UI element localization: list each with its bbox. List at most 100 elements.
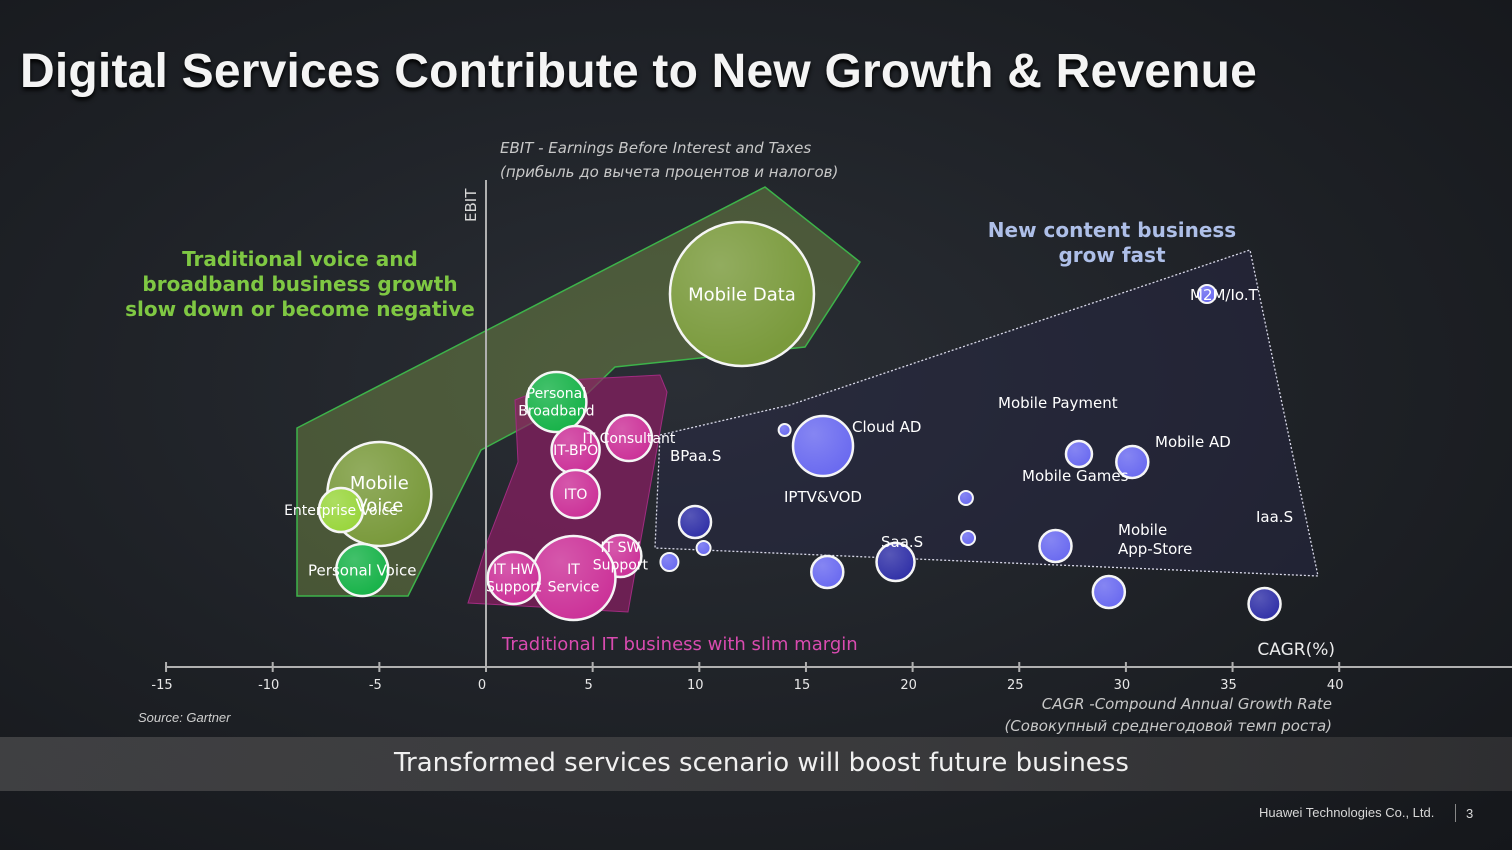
bubble-shine [318,488,363,532]
bubble-label-line: IT Consultant [582,431,675,447]
x-tick-label: 0 [478,678,486,693]
x-tick-label: 25 [1007,678,1024,693]
group-caption-line: grow fast [1058,243,1165,267]
group-caption-traditional-voice: Traditional voice and broadband business … [125,247,475,321]
bubble-label-line: Enterprise Voice [284,503,398,519]
bubble-shine [531,536,616,620]
cagr-note-line: (Совокупный среднегодовой темп роста) [1004,717,1332,735]
bubble-label-line: IT [567,562,580,578]
bubble-label-line: Personal Voice [308,561,416,579]
bubble-label: IT HW Support [486,562,542,596]
bubble-label: Saa.S [881,533,923,551]
bubble-shine [487,552,540,604]
bubble-label: Personal Voice [308,561,416,579]
bubble-label: Cloud AD [852,418,921,436]
cagr-note: CAGR -Compound Annual Growth Rate (Совоку… [1004,695,1332,735]
bubble-label-line: IT HW [493,562,535,578]
bubble-shine [1092,576,1125,608]
ebit-note-line: (прибыль до вычета процентов и налогов) [500,163,838,181]
bubble-label: Mobile AD [1155,433,1231,451]
bubble-label: IT Service [548,562,600,596]
x-tick-label: -15 [151,678,172,693]
bubble-shine [526,372,587,432]
page-title: Digital Services Contribute to New Growt… [20,45,1258,98]
bubble-label-line: Voice [355,496,403,517]
footer-band [0,737,1512,791]
x-tick-label: 5 [585,678,593,693]
bubble-shine [1065,441,1092,467]
group-caption-line: broadband business growth [142,272,457,296]
bubble-label-line: Mobile Payment [998,394,1118,412]
footer-tagline: Transformed services scenario will boost… [394,748,1129,778]
group-caption-line: Traditional voice and [182,247,418,271]
x-tick-label: 20 [900,678,917,693]
bubble-label-line: BPaa.S [670,447,721,465]
bubble-shine [696,541,711,555]
bubble-label-line: Broadband [518,404,594,420]
bubble-label-line: Personal [527,386,587,402]
bubble-label: ITO [564,487,588,503]
x-tick-label: 30 [1114,678,1131,693]
bubble-label-line: Iaa.S [1256,508,1293,526]
bubble-label-line: Saa.S [881,533,923,551]
ebit-note: EBIT - Earnings Before Interest and Taxe… [500,139,838,181]
bubble-shine [958,491,973,505]
group-caption-line: New content business [988,218,1236,242]
bubble-label-line: IT-BPO [553,443,598,459]
bubble-label-line: Mobile AD [1155,433,1231,451]
cagr-note-line: CAGR -Compound Annual Growth Rate [1042,695,1332,713]
bubble-shine [961,531,976,545]
x-tick-label: 35 [1220,678,1237,693]
bubble-label-line: IT SW [600,540,640,556]
region-new-content [654,249,1319,577]
group-caption-traditional-it: Traditional IT business with slim margin [501,634,858,655]
bubble-label: BPaa.S [670,447,721,465]
bubble-label: Mobile Payment [998,394,1118,412]
bubble-shine [876,543,915,581]
bubble-label: Mobile Voice [350,473,409,517]
bubble-label: Mobile Games [1022,467,1129,485]
bubble-label: Mobile Data [688,284,796,305]
bubble-label-line: Support [593,558,649,574]
bubble-shine [778,424,791,436]
bubble-shine [1039,530,1072,562]
page-number: 3 [1466,806,1474,821]
company-name: Huawei Technologies Co., Ltd. [1259,805,1435,820]
y-axis-title: EBIT [462,188,480,222]
bubble-shine [793,416,854,476]
x-tick-label: 15 [794,678,811,693]
bubble-label-line: Support [486,580,542,596]
bubble-shine [1197,285,1216,303]
bubble-label-line: Service [548,580,600,596]
bubble-shine [660,553,679,571]
bubble-shine [1248,588,1281,620]
bubble-label-line: M2M/Io.T [1190,286,1259,304]
bubble-shine [551,426,600,474]
bubble-label-line: Mobile [350,473,409,494]
bubble-shine [679,506,712,538]
footer-separator [1455,804,1456,822]
x-tick-label: -5 [369,678,382,693]
bubble-shine [669,222,814,366]
group-caption-new-content: New content business grow fast [988,218,1236,267]
bubble-shine [1116,446,1149,478]
bubble-label: Iaa.S [1256,508,1293,526]
bubble-label: Mobile App-Store [1118,521,1192,558]
bubble-label-line: IPTV&VOD [784,488,862,506]
x-axis-title: CAGR(%) [1257,640,1335,660]
bubble-label-line: Mobile Data [688,284,796,305]
x-tick-label: 10 [687,678,704,693]
bubble-label-line: ITO [564,487,588,503]
bubble-shine [605,415,652,461]
bubble-shine [551,470,600,518]
bubble-label-line: Cloud AD [852,418,921,436]
bubble-label: IT-BPO [553,443,598,459]
bubble-shine [336,544,389,596]
bubble-label: Personal Broadband [518,386,594,420]
x-tick-label: 40 [1327,678,1344,693]
ebit-note-line: EBIT - Earnings Before Interest and Taxe… [500,139,811,157]
bubble-label-line: Mobile [1118,521,1167,539]
bubble-label: M2M/Io.T [1190,286,1259,304]
bubble-label: IT Consultant [582,431,675,447]
